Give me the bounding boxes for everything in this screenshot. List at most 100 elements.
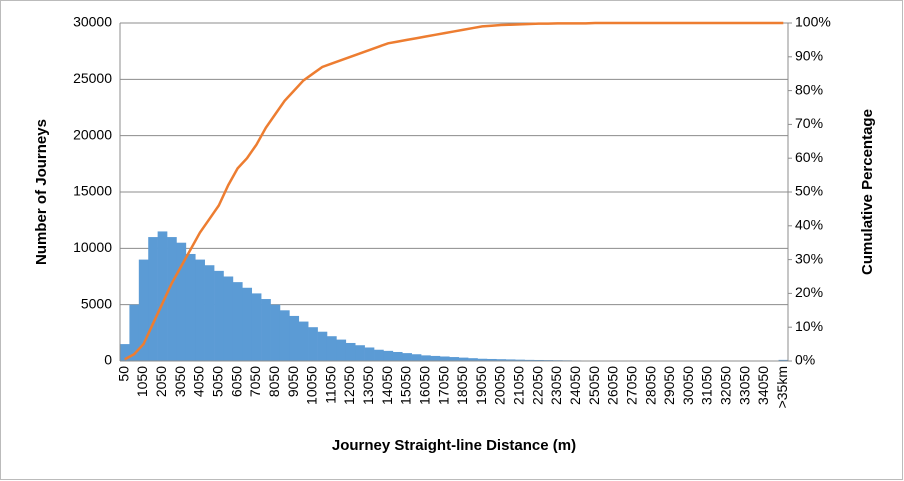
x-tick-label: 17050 (435, 366, 451, 405)
x-tick-label: 11050 (322, 366, 338, 404)
y2-tick-label: 50% (795, 183, 823, 199)
y2-tick-label: 30% (795, 250, 823, 266)
y-tick-label: 15000 (73, 183, 112, 199)
x-tick-label: 24050 (567, 366, 583, 405)
bar (449, 357, 460, 361)
bar (524, 359, 535, 361)
bar (120, 344, 130, 361)
x-tick-label: 2050 (153, 366, 169, 397)
bar (176, 242, 187, 361)
y-tick-label: 10000 (73, 239, 112, 255)
bar (214, 270, 224, 361)
y2-tick-label: 70% (795, 115, 823, 131)
y2-tick-label: 80% (795, 81, 823, 97)
bar (402, 353, 412, 361)
bar (289, 315, 300, 361)
y2-axis-title: Cumulative Percentage (859, 109, 876, 275)
x-tick-label: 6050 (228, 366, 244, 397)
y2-tick-label: 10% (795, 318, 823, 334)
bar (505, 359, 516, 361)
y-tick-label: 25000 (73, 70, 112, 86)
bar (129, 304, 140, 361)
bar (185, 253, 196, 361)
x-tick-label: 14050 (379, 366, 395, 405)
x-tick-label: 3050 (172, 366, 188, 397)
x-tick-label: 32050 (718, 366, 734, 405)
x-tick-label: >35km (774, 366, 790, 408)
x-tick-label: 19050 (473, 366, 489, 405)
x-tick-label: 25050 (586, 366, 602, 405)
bar (251, 293, 262, 361)
bar (279, 310, 290, 361)
y2-tick-label: 0% (795, 352, 815, 368)
x-tick-label: 23050 (548, 366, 564, 405)
bar (242, 287, 253, 361)
bar (778, 359, 789, 361)
x-tick-label: 10050 (304, 366, 320, 405)
x-tick-label: 9050 (285, 366, 301, 397)
bar (383, 350, 394, 361)
x-tick-label: 50 (115, 366, 131, 382)
bar (308, 327, 318, 361)
bar (468, 358, 478, 361)
bar (261, 299, 271, 361)
bar (167, 237, 177, 361)
bar (533, 359, 544, 361)
y2-tick-label: 40% (795, 217, 823, 233)
x-tick-label: 26050 (605, 366, 621, 405)
y2-tick-label: 20% (795, 284, 823, 300)
bar (326, 336, 337, 361)
y-tick-label: 30000 (73, 14, 112, 30)
bar (496, 359, 507, 361)
bar (355, 345, 365, 361)
bar (204, 265, 215, 361)
bar (392, 351, 403, 361)
bar (148, 237, 158, 361)
bar (195, 259, 205, 361)
bar (411, 354, 422, 361)
bar (138, 259, 149, 361)
x-tick-label: 5050 (209, 366, 225, 397)
x-tick-label: 29050 (661, 366, 677, 405)
bar (486, 358, 497, 361)
x-tick-label: 15050 (398, 366, 414, 405)
bar (298, 321, 309, 361)
x-tick-label: 1050 (134, 366, 150, 397)
bar (421, 355, 431, 361)
x-tick-label: 8050 (266, 366, 282, 397)
x-tick-label: 33050 (736, 366, 752, 405)
bar (223, 276, 234, 361)
y-tick-label: 0 (104, 352, 112, 368)
cumulative-line (124, 21, 784, 361)
x-axis-title: Journey Straight-line Distance (m) (332, 437, 576, 454)
x-tick-label: 30050 (680, 366, 696, 405)
x-tick-label: 27050 (623, 366, 639, 405)
x-tick-label: 18050 (454, 366, 470, 405)
bar (439, 356, 450, 361)
x-tick-label: 7050 (247, 366, 263, 397)
bar (157, 231, 168, 361)
bar (232, 282, 243, 361)
x-tick-label: 28050 (642, 366, 658, 405)
bar (430, 355, 441, 361)
bar (374, 349, 384, 361)
bar (458, 357, 469, 361)
bar (515, 359, 525, 361)
y2-tick-label: 60% (795, 149, 823, 165)
x-tick-label: 4050 (191, 366, 207, 397)
y-tick-label: 20000 (73, 126, 112, 142)
x-tick-label: 22050 (529, 366, 545, 405)
bar (317, 331, 328, 361)
y2-tick-label: 100% (795, 14, 831, 30)
x-tick-label: 12050 (341, 366, 357, 405)
x-tick-label: 21050 (511, 366, 527, 405)
y-tick-label: 5000 (81, 295, 112, 311)
bar (336, 339, 347, 361)
bar (477, 358, 488, 361)
x-tick-label: 13050 (360, 366, 376, 405)
y-axis-title: Number of Journeys (33, 119, 50, 265)
x-tick-label: 20050 (492, 366, 508, 405)
bar (270, 304, 281, 361)
